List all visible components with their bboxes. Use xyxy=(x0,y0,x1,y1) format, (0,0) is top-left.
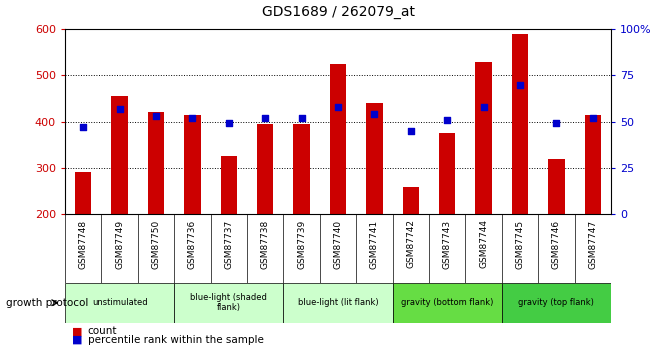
Bar xyxy=(174,283,283,323)
Text: GSM87745: GSM87745 xyxy=(515,219,525,268)
Text: unstimulated: unstimulated xyxy=(92,298,148,307)
Bar xyxy=(475,62,492,214)
Text: blue-light (lit flank): blue-light (lit flank) xyxy=(298,298,378,307)
Text: percentile rank within the sample: percentile rank within the sample xyxy=(88,335,264,345)
Point xyxy=(515,82,525,88)
Text: GSM87737: GSM87737 xyxy=(224,219,233,269)
Text: gravity (bottom flank): gravity (bottom flank) xyxy=(401,298,493,307)
Point xyxy=(406,128,416,134)
Text: growth protocol: growth protocol xyxy=(6,298,89,308)
Text: GSM87739: GSM87739 xyxy=(297,219,306,269)
Text: GSM87746: GSM87746 xyxy=(552,219,561,268)
Point xyxy=(588,115,598,121)
Bar xyxy=(75,172,92,214)
Point xyxy=(442,117,452,122)
Text: gravity (top flank): gravity (top flank) xyxy=(519,298,594,307)
Text: ■: ■ xyxy=(72,335,86,345)
Text: GSM87747: GSM87747 xyxy=(588,219,597,268)
Text: GSM87741: GSM87741 xyxy=(370,219,379,268)
Bar xyxy=(502,283,611,323)
Point xyxy=(187,115,198,121)
Bar xyxy=(65,283,174,323)
Text: GSM87742: GSM87742 xyxy=(406,219,415,268)
Point xyxy=(333,104,343,110)
Bar xyxy=(512,34,528,214)
Point xyxy=(114,106,125,111)
Point xyxy=(369,111,380,117)
Text: GDS1689 / 262079_at: GDS1689 / 262079_at xyxy=(261,5,415,19)
Point xyxy=(551,121,562,126)
Point xyxy=(478,104,489,110)
Text: GSM87750: GSM87750 xyxy=(151,219,161,269)
Point xyxy=(78,125,88,130)
Text: GSM87749: GSM87749 xyxy=(115,219,124,268)
Bar xyxy=(184,115,201,214)
Text: blue-light (shaded
flank): blue-light (shaded flank) xyxy=(190,293,267,313)
Bar xyxy=(584,115,601,214)
Bar xyxy=(148,112,164,214)
Bar xyxy=(257,124,274,214)
Bar xyxy=(366,103,383,214)
Point xyxy=(260,115,270,121)
Point xyxy=(224,121,234,126)
Bar xyxy=(548,159,565,214)
Text: GSM87736: GSM87736 xyxy=(188,219,197,269)
Bar xyxy=(283,283,393,323)
Bar xyxy=(393,283,502,323)
Bar xyxy=(439,133,456,214)
Text: ■: ■ xyxy=(72,326,86,336)
Text: GSM87744: GSM87744 xyxy=(479,219,488,268)
Bar xyxy=(330,64,346,214)
Point xyxy=(296,115,307,121)
Point xyxy=(151,113,161,119)
Text: GSM87743: GSM87743 xyxy=(443,219,452,268)
Text: count: count xyxy=(88,326,117,336)
Bar xyxy=(220,156,237,214)
Bar xyxy=(402,187,419,214)
Bar xyxy=(111,96,128,214)
Text: GSM87748: GSM87748 xyxy=(79,219,88,268)
Bar xyxy=(293,124,310,214)
Text: GSM87738: GSM87738 xyxy=(261,219,270,269)
Text: GSM87740: GSM87740 xyxy=(333,219,343,268)
